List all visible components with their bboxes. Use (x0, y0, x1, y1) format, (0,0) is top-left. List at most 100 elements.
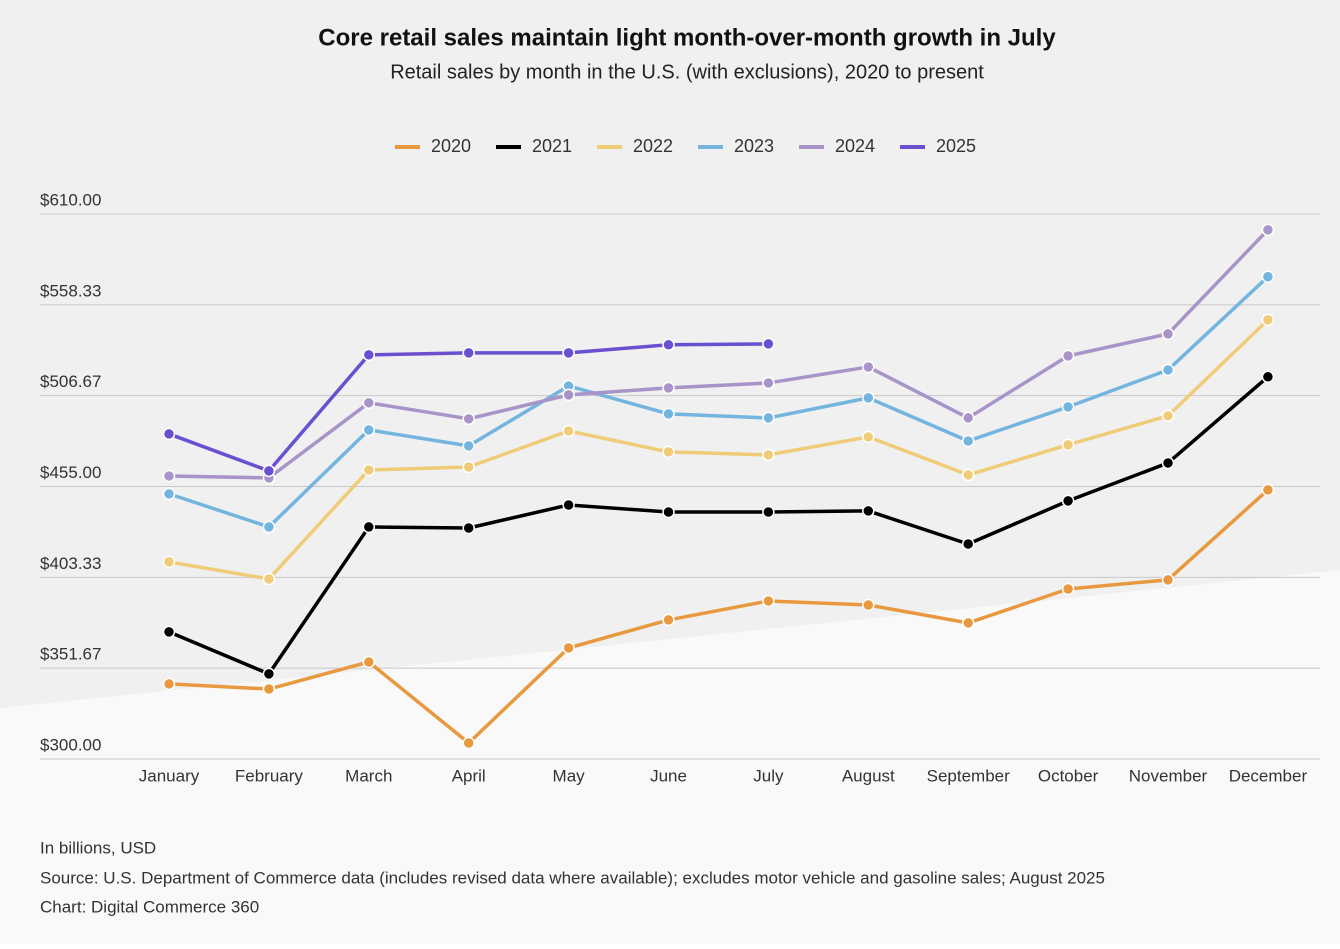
data-point (1161, 363, 1175, 377)
data-point (662, 445, 675, 459)
x-tick-label: April (452, 766, 486, 785)
data-point (662, 505, 675, 519)
data-point (162, 427, 176, 441)
data-point (462, 346, 475, 360)
data-point (662, 338, 675, 352)
data-point (262, 520, 276, 534)
chart-subtitle: Retail sales by month in the U.S. (with … (390, 61, 984, 83)
data-point (462, 439, 475, 453)
y-tick-label: $558.33 (40, 281, 101, 300)
data-point (562, 641, 575, 655)
data-point (362, 348, 376, 362)
data-point (762, 337, 775, 351)
note: Source: U.S. Department of Commerce data… (40, 868, 1105, 887)
data-point (462, 460, 475, 474)
data-point (162, 625, 176, 639)
note: Chart: Digital Commerce 360 (40, 897, 259, 916)
data-point (362, 520, 376, 534)
data-point (961, 411, 975, 425)
y-tick-label: $610.00 (40, 190, 101, 209)
x-tick-label: March (345, 766, 392, 785)
y-tick-label: $403.33 (40, 554, 101, 573)
data-point (462, 736, 475, 750)
data-point (262, 682, 276, 696)
data-point (1261, 270, 1275, 284)
legend-label: 2020 (431, 136, 471, 156)
data-point (262, 464, 276, 478)
data-point (262, 572, 276, 586)
data-point (762, 376, 775, 390)
data-point (1061, 438, 1075, 452)
x-tick-label: February (235, 766, 304, 785)
series-line (168, 318, 1270, 581)
data-point (362, 655, 376, 669)
x-tick-label: November (1129, 766, 1208, 785)
data-point (1261, 483, 1275, 497)
series-line (168, 228, 1270, 480)
data-point (961, 537, 975, 551)
x-tick-label: December (1229, 766, 1308, 785)
data-point (362, 396, 376, 410)
data-point (961, 468, 975, 482)
note: In billions, USD (40, 838, 156, 857)
y-tick-label: $351.67 (40, 645, 101, 664)
x-tick-label: May (553, 766, 586, 785)
data-point (662, 407, 675, 421)
legend-label: 2021 (532, 136, 572, 156)
data-point (1061, 400, 1075, 414)
data-point (462, 412, 475, 426)
data-point (662, 381, 675, 395)
x-tick-label: June (650, 766, 687, 785)
y-tick-label: $506.67 (40, 372, 101, 391)
data-point (562, 424, 575, 438)
background-wedge (0, 570, 1340, 944)
data-point (862, 598, 875, 612)
data-point (1161, 573, 1175, 587)
data-point (862, 391, 875, 405)
data-point (562, 498, 575, 512)
data-point (162, 677, 176, 691)
data-point (362, 423, 376, 437)
data-point (162, 487, 176, 501)
data-point (762, 594, 775, 608)
x-tick-label: October (1038, 766, 1099, 785)
x-tick-label: September (927, 766, 1010, 785)
chart-title: Core retail sales maintain light month-o… (318, 24, 1056, 51)
data-point (1161, 327, 1175, 341)
data-point (262, 667, 276, 681)
series-line (168, 488, 1270, 745)
data-point (462, 521, 475, 535)
x-tick-label: August (842, 766, 895, 785)
data-point (662, 613, 675, 627)
data-point (1161, 456, 1175, 470)
legend-label: 2022 (633, 136, 673, 156)
data-point (1261, 370, 1275, 384)
data-point (562, 346, 575, 360)
legend-label: 2024 (835, 136, 875, 156)
data-point (1261, 223, 1275, 237)
legend-label: 2023 (734, 136, 774, 156)
data-point (961, 434, 975, 448)
data-point (162, 469, 176, 483)
series-line (168, 375, 1270, 676)
legend-label: 2025 (936, 136, 976, 156)
data-point (762, 448, 775, 462)
data-point (1061, 349, 1075, 363)
data-point (961, 616, 975, 630)
data-point (762, 411, 775, 425)
data-point (862, 360, 875, 374)
data-point (762, 505, 775, 519)
data-point (562, 388, 575, 402)
data-point (1061, 582, 1075, 596)
data-point (362, 463, 376, 477)
x-tick-label: July (753, 766, 784, 785)
data-point (862, 430, 875, 444)
series-line (168, 275, 1270, 529)
y-tick-label: $455.00 (40, 463, 101, 482)
data-point (862, 504, 875, 518)
x-tick-label: January (139, 766, 200, 785)
data-point (162, 555, 176, 569)
data-point (1261, 313, 1275, 327)
data-point (1061, 494, 1075, 508)
